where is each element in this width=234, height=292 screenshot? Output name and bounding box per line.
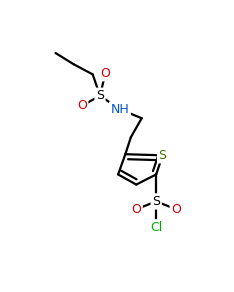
Text: NH: NH <box>110 103 129 116</box>
Text: O: O <box>131 203 141 216</box>
Text: O: O <box>77 99 87 112</box>
Text: O: O <box>100 67 110 80</box>
Text: Cl: Cl <box>150 221 162 234</box>
Text: S: S <box>152 195 160 208</box>
Text: S: S <box>159 149 167 162</box>
Text: O: O <box>171 203 181 216</box>
Text: S: S <box>96 89 104 102</box>
